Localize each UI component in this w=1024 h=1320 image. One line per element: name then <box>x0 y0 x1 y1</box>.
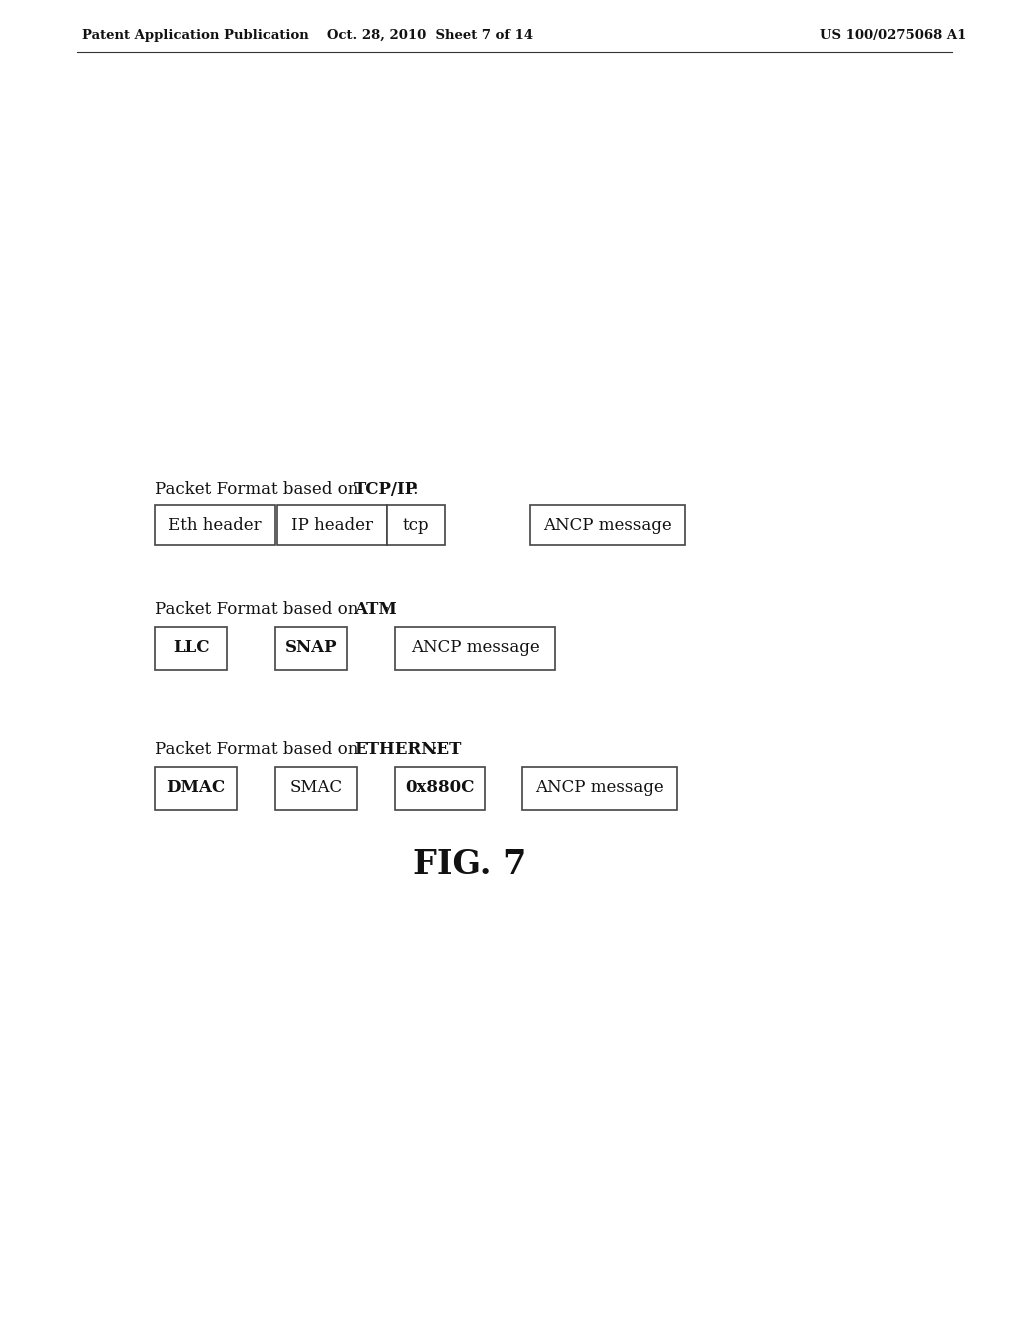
FancyBboxPatch shape <box>395 627 555 669</box>
Text: LLC: LLC <box>173 639 209 656</box>
FancyBboxPatch shape <box>155 627 227 669</box>
Text: ANCP message: ANCP message <box>411 639 540 656</box>
Text: 0x880C: 0x880C <box>406 780 475 796</box>
Text: ATM: ATM <box>354 602 397 619</box>
Text: SMAC: SMAC <box>290 780 343 796</box>
Text: IP header: IP header <box>291 516 373 533</box>
FancyBboxPatch shape <box>387 506 445 545</box>
Text: Packet Format based on: Packet Format based on <box>155 602 364 619</box>
FancyBboxPatch shape <box>278 506 387 545</box>
Text: Packet Format based on: Packet Format based on <box>155 742 364 759</box>
FancyBboxPatch shape <box>155 506 275 545</box>
Text: Patent Application Publication: Patent Application Publication <box>82 29 309 41</box>
Text: TCP/IP: TCP/IP <box>354 482 419 499</box>
Text: :: : <box>432 742 437 759</box>
FancyBboxPatch shape <box>530 506 685 545</box>
FancyBboxPatch shape <box>155 767 237 809</box>
Text: tcp: tcp <box>402 516 429 533</box>
Text: :: : <box>383 602 389 619</box>
Text: :: : <box>413 482 418 499</box>
Text: DMAC: DMAC <box>167 780 225 796</box>
Text: ANCP message: ANCP message <box>536 780 664 796</box>
Text: Eth header: Eth header <box>168 516 262 533</box>
Text: FIG. 7: FIG. 7 <box>414 849 526 882</box>
Text: Packet Format based on: Packet Format based on <box>155 482 364 499</box>
Text: Oct. 28, 2010  Sheet 7 of 14: Oct. 28, 2010 Sheet 7 of 14 <box>327 29 534 41</box>
Text: SNAP: SNAP <box>285 639 337 656</box>
Text: ANCP message: ANCP message <box>543 516 672 533</box>
Text: US 100/0275068 A1: US 100/0275068 A1 <box>820 29 967 41</box>
Text: ETHERNET: ETHERNET <box>354 742 462 759</box>
FancyBboxPatch shape <box>522 767 677 809</box>
FancyBboxPatch shape <box>275 627 347 669</box>
FancyBboxPatch shape <box>395 767 485 809</box>
FancyBboxPatch shape <box>275 767 357 809</box>
